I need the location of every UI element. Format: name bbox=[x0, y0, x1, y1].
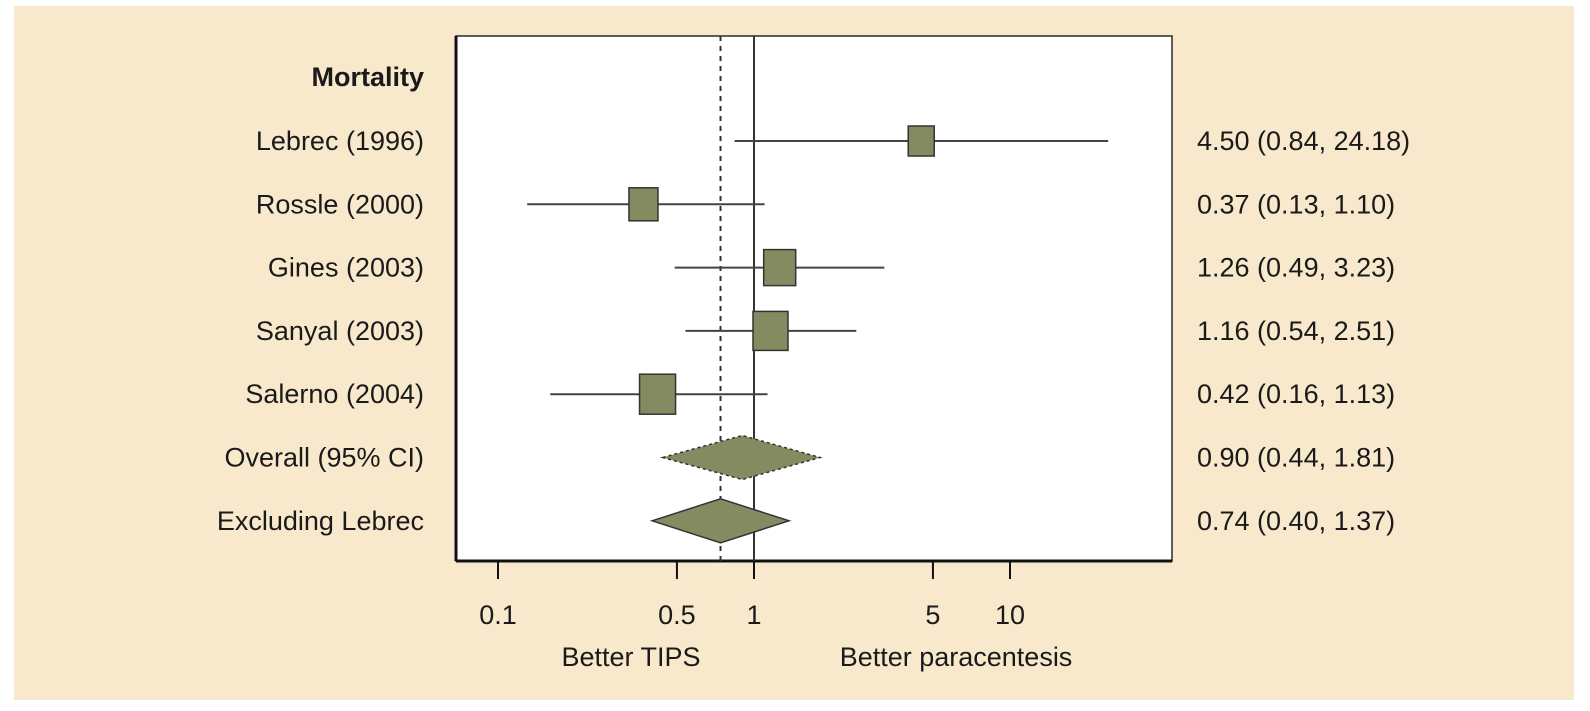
study-ci-text: 0.42 (0.16, 1.13) bbox=[1197, 379, 1395, 409]
xlabel-left: Better TIPS bbox=[561, 642, 700, 672]
study-ci-text: 1.26 (0.49, 3.23) bbox=[1197, 253, 1395, 283]
study-label: Lebrec (1996) bbox=[256, 126, 424, 156]
x-tick-label: 0.1 bbox=[479, 600, 517, 630]
study-point-marker bbox=[907, 125, 935, 157]
study-point-marker bbox=[638, 373, 677, 415]
study-point-marker bbox=[628, 187, 659, 222]
figure-panel: Mortality 0.1 0.5 1 5 10 Lebrec (1996) 4.50 (0… bbox=[14, 6, 1574, 700]
study-point-marker bbox=[752, 310, 789, 352]
chart-title: Mortality bbox=[311, 62, 424, 92]
study-label: Sanyal (2003) bbox=[256, 316, 424, 346]
xlabel-right: Better paracentesis bbox=[840, 642, 1073, 672]
study-point-marker bbox=[762, 248, 797, 287]
x-tick-label: 1 bbox=[746, 600, 761, 630]
study-label: Gines (2003) bbox=[268, 253, 424, 283]
study-label: Salerno (2004) bbox=[245, 379, 424, 409]
plot-area bbox=[455, 35, 1173, 562]
summary-label: Excluding Lebrec bbox=[217, 506, 424, 536]
study-ci-text: 1.16 (0.54, 2.51) bbox=[1197, 316, 1395, 346]
summary-ci-text: 0.74 (0.40, 1.37) bbox=[1197, 506, 1395, 536]
study-ci-text: 0.37 (0.13, 1.10) bbox=[1197, 189, 1395, 219]
x-tick-label: 0.5 bbox=[658, 600, 696, 630]
x-tick-label: 5 bbox=[925, 600, 940, 630]
x-tick-label: 10 bbox=[995, 600, 1025, 630]
study-ci-text: 4.50 (0.84, 24.18) bbox=[1197, 126, 1410, 156]
summary-label: Overall (95% CI) bbox=[224, 443, 424, 473]
forest-plot: Mortality 0.1 0.5 1 5 10 Lebrec (1996) 4.50 (0… bbox=[217, 35, 1410, 672]
summary-diamond bbox=[649, 498, 792, 544]
summary-diamond bbox=[659, 434, 823, 481]
study-label: Rossle (2000) bbox=[256, 189, 424, 219]
summary-ci-text: 0.90 (0.44, 1.81) bbox=[1197, 443, 1395, 473]
